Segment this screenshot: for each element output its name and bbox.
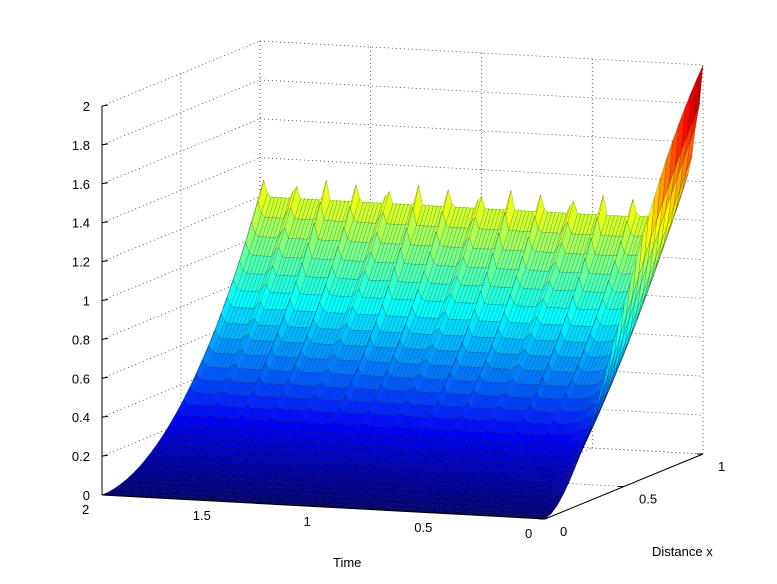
grid-line-side-z bbox=[101, 274, 261, 340]
grid-line-side-z bbox=[101, 40, 261, 107]
z-tick-label: 1.6 bbox=[72, 177, 90, 192]
z-tick-label: 0 bbox=[83, 488, 90, 503]
grid-line-side-z bbox=[101, 351, 261, 418]
z-tick-mark bbox=[101, 299, 109, 301]
y-axis-label: Distance x bbox=[652, 544, 713, 559]
grid-line-side-z bbox=[101, 235, 261, 301]
x-tick-label: 0.5 bbox=[414, 520, 432, 535]
z-tick-label: 0.8 bbox=[72, 332, 90, 347]
x-tick-label: 0 bbox=[525, 526, 532, 541]
grid-line-back-z bbox=[259, 79, 704, 105]
x-axis-label: Time bbox=[333, 555, 361, 570]
grid-line-side-z bbox=[101, 196, 261, 262]
grid-line-back-z bbox=[259, 118, 704, 144]
z-tick-label: 1.8 bbox=[72, 138, 90, 153]
tick-labels: 2 1.5 1 0.5 0 0 0.5 1 0 0.2 0.4 0.6 0.8 1 1.2 1.4 1.6 1.8… bbox=[72, 99, 725, 541]
z-tick-label: 0.6 bbox=[72, 371, 90, 386]
z-tick-mark bbox=[101, 337, 109, 340]
x-tick-label: 2 bbox=[82, 502, 89, 517]
z-tick-label: 2 bbox=[83, 99, 90, 114]
z-tick-label: 1.4 bbox=[72, 216, 90, 231]
z-tick-mark bbox=[101, 221, 109, 224]
grid-line-side-z bbox=[101, 312, 261, 379]
x-tick-label: 1.5 bbox=[193, 508, 211, 523]
z-tick-mark bbox=[101, 493, 109, 496]
y-tick-label: 0 bbox=[560, 524, 567, 539]
z-tick-mark bbox=[101, 260, 109, 263]
x-tick-label: 1 bbox=[304, 514, 311, 529]
y-tick-label: 0.5 bbox=[639, 492, 657, 507]
z-tick-mark bbox=[101, 104, 109, 107]
z-tick-label: 0.2 bbox=[72, 449, 90, 464]
grid-line-side-z bbox=[101, 157, 261, 224]
surface-mesh bbox=[101, 64, 704, 520]
y-tick-label: 1 bbox=[718, 459, 725, 474]
z-tick-mark bbox=[101, 415, 109, 418]
z-tick-label: 1 bbox=[83, 294, 90, 309]
z-tick-label: 1.2 bbox=[72, 255, 90, 270]
z-tick-label: 0.4 bbox=[72, 410, 90, 425]
z-tick-mark bbox=[101, 182, 109, 185]
z-tick-mark bbox=[101, 454, 109, 457]
grid-line-side-z bbox=[101, 79, 261, 146]
z-tick-mark bbox=[101, 376, 109, 379]
grid-line-side-z bbox=[101, 390, 261, 457]
z-tick-mark bbox=[101, 143, 109, 146]
grid-line-side-z bbox=[101, 118, 261, 185]
